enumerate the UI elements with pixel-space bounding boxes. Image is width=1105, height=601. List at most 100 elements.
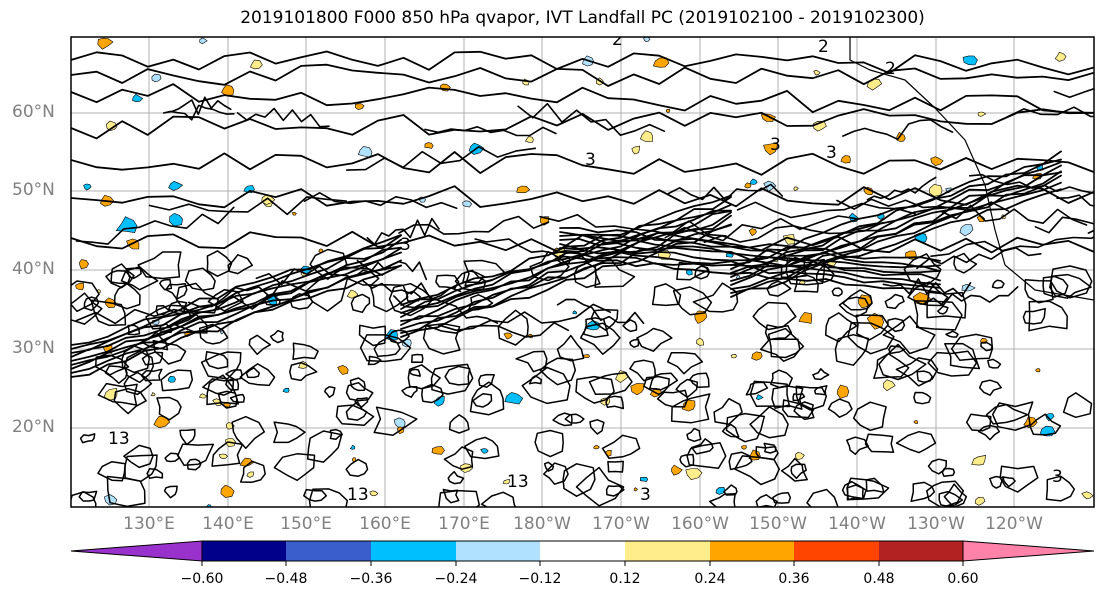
contour-line <box>873 353 910 379</box>
contour-line <box>772 492 792 504</box>
contour-line <box>464 436 500 460</box>
contour-line <box>927 350 978 377</box>
contour-line <box>236 107 330 128</box>
anomaly-patch <box>369 490 379 497</box>
contour-line <box>836 198 1010 212</box>
contour-line <box>675 378 699 399</box>
contour-line <box>745 381 769 396</box>
colorbar-segment <box>540 541 625 561</box>
lon-label: 160°W <box>671 514 729 534</box>
contour-line <box>430 363 474 395</box>
contour-line <box>158 323 173 334</box>
contour-line <box>953 252 978 274</box>
contour-line <box>350 293 371 314</box>
contour-line <box>239 460 266 483</box>
contour-line <box>562 463 596 497</box>
contour-line <box>950 333 994 362</box>
colorbar-tick-label: −0.24 <box>434 571 478 587</box>
colorbar-extend-left <box>70 540 203 562</box>
anomaly-patch <box>748 228 757 237</box>
contour-line <box>373 336 401 358</box>
contour-label: 13 <box>108 429 130 449</box>
contour-line <box>521 366 571 405</box>
contour-line <box>202 378 235 396</box>
contour-line <box>123 350 154 384</box>
contour-line <box>206 250 233 277</box>
contour-label: 3 <box>585 150 596 170</box>
contour-line <box>664 215 859 242</box>
contour-line <box>910 481 936 503</box>
anomaly-patch <box>755 394 764 401</box>
contour-line <box>162 104 235 121</box>
contour-line <box>806 488 839 507</box>
contour-line <box>159 278 173 291</box>
anomaly-patch <box>75 282 85 291</box>
contour-line <box>559 227 941 262</box>
contour-line <box>852 401 887 432</box>
contour-line <box>827 398 853 418</box>
contour-labels: 2 2 2 3 3 3 3 13 13 13 3 3 <box>108 37 1063 505</box>
contour-line <box>1049 273 1092 299</box>
contour-line <box>559 234 941 272</box>
contour-line <box>543 461 555 472</box>
contour-line <box>448 414 470 434</box>
contour-line <box>812 368 830 381</box>
contour-line <box>127 324 141 336</box>
contour-line <box>424 126 557 137</box>
colorbar-tick-label: 0.60 <box>947 571 979 587</box>
anomaly-patch <box>630 383 645 396</box>
contour-line <box>622 319 638 333</box>
anomaly-patch <box>763 180 777 192</box>
contour-line <box>991 401 1034 431</box>
contour-line <box>605 395 625 410</box>
contour-line <box>163 485 178 499</box>
contour-line <box>539 213 727 237</box>
anomaly-patch <box>1054 51 1067 62</box>
anomaly-patch <box>793 186 799 191</box>
anomaly-patch <box>503 332 513 340</box>
contour-line <box>204 351 229 370</box>
contour-line <box>559 231 941 268</box>
anomaly-patch <box>105 120 118 131</box>
anomaly-patch <box>913 420 918 424</box>
contour-line <box>269 329 284 344</box>
contour-line <box>517 102 666 136</box>
anomaly-patch <box>150 392 156 397</box>
contour-line <box>1029 413 1062 436</box>
anomaly-patch <box>282 387 290 393</box>
contour-line <box>838 296 870 318</box>
contour-line <box>607 460 624 473</box>
anomaly-patch <box>974 496 986 506</box>
contour-line <box>308 488 349 507</box>
contour-line <box>903 253 942 287</box>
contour-line <box>71 238 402 354</box>
anomaly-patch <box>760 113 776 122</box>
anomaly-patch <box>749 178 758 185</box>
contour-line <box>123 371 153 396</box>
contour-line <box>480 491 517 507</box>
colorbar-segment <box>710 541 794 561</box>
contour-line <box>438 303 612 331</box>
contour-line <box>292 342 319 361</box>
anomaly-patch <box>882 379 896 392</box>
anomaly-patch <box>971 455 987 466</box>
contour-line <box>289 361 318 382</box>
contour-line <box>447 470 465 485</box>
contour-line <box>83 296 100 312</box>
contour-line <box>454 269 487 291</box>
anomaly-patch <box>151 73 162 83</box>
contour-line <box>945 330 959 338</box>
contour-line <box>1002 476 1016 488</box>
contour-line <box>255 265 384 286</box>
map-title: 2019101800 F000 850 hPa qvapor, IVT Land… <box>240 8 925 28</box>
contour-line <box>156 396 182 421</box>
anomaly-patch <box>959 224 974 237</box>
contour-line <box>686 442 727 470</box>
contour-line <box>941 467 956 477</box>
contour-line <box>575 466 625 507</box>
contour-line <box>991 279 1005 289</box>
contour-line <box>926 291 967 319</box>
lat-label: 40°N <box>12 259 55 279</box>
contour-line <box>529 250 570 282</box>
contour-line <box>937 305 949 315</box>
